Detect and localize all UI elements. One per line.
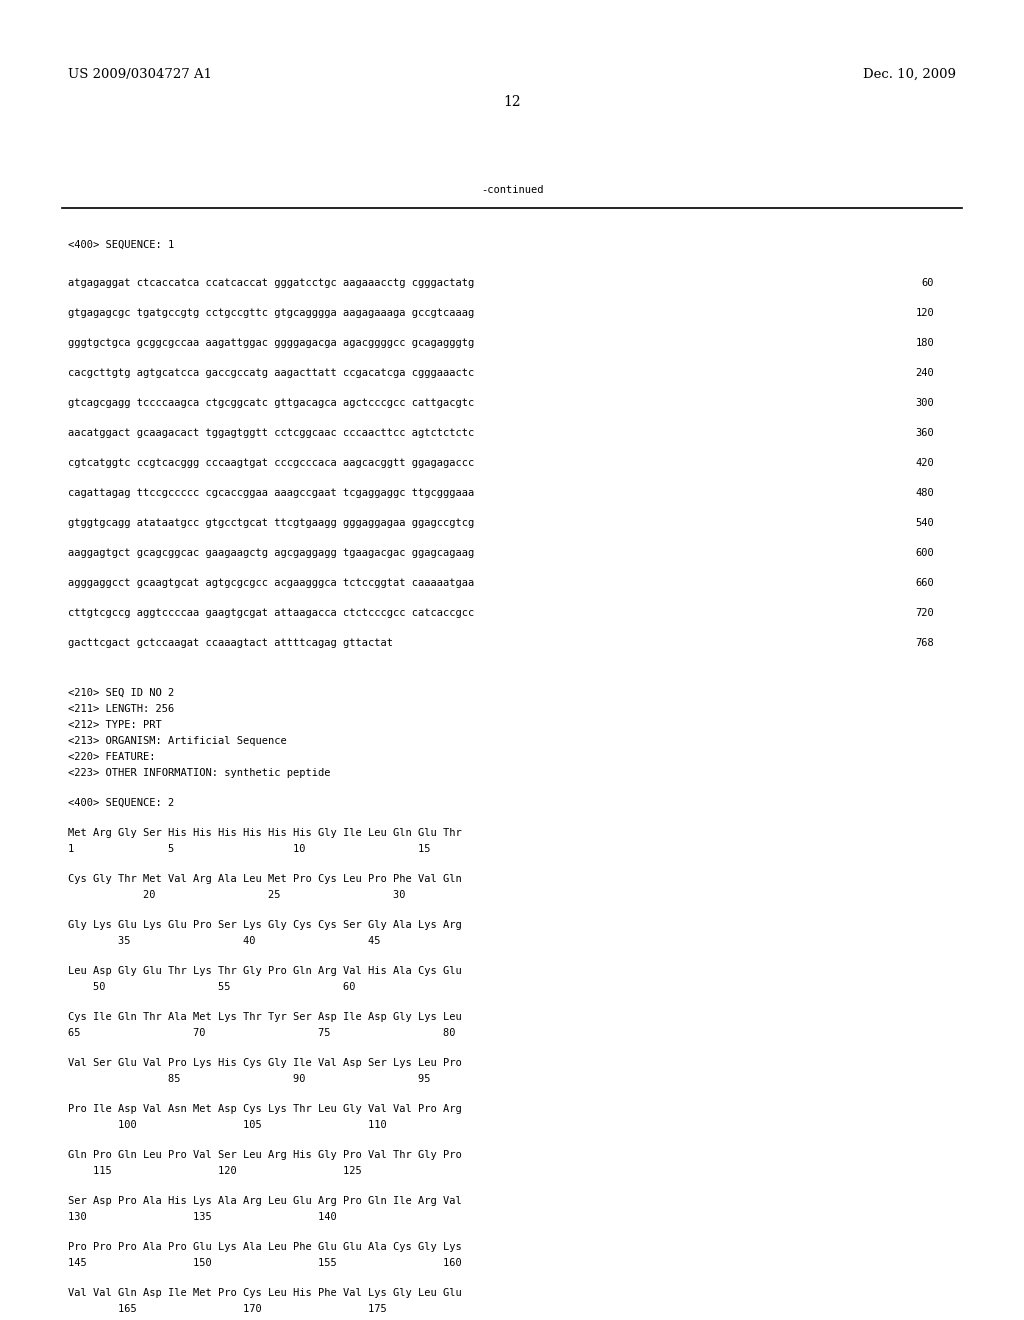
Text: Met Arg Gly Ser His His His His His His Gly Ile Leu Gln Glu Thr: Met Arg Gly Ser His His His His His His …	[68, 828, 462, 838]
Text: 130                 135                 140: 130 135 140	[68, 1212, 337, 1222]
Text: 240: 240	[915, 368, 934, 378]
Text: 660: 660	[915, 578, 934, 587]
Text: cacgcttgtg agtgcatcca gaccgccatg aagacttatt ccgacatcga cgggaaactc: cacgcttgtg agtgcatcca gaccgccatg aagactt…	[68, 368, 474, 378]
Text: 1               5                   10                  15: 1 5 10 15	[68, 843, 430, 854]
Text: 120: 120	[915, 308, 934, 318]
Text: 50                  55                  60: 50 55 60	[68, 982, 355, 993]
Text: cagattagag ttccgccccc cgcaccggaa aaagccgaat tcgaggaggc ttgcgggaaa: cagattagag ttccgccccc cgcaccggaa aaagccg…	[68, 488, 474, 498]
Text: 85                  90                  95: 85 90 95	[68, 1074, 430, 1084]
Text: gtgagagcgc tgatgccgtg cctgccgttc gtgcagggga aagagaaaga gccgtcaaag: gtgagagcgc tgatgccgtg cctgccgttc gtgcagg…	[68, 308, 474, 318]
Text: Gly Lys Glu Lys Glu Pro Ser Lys Gly Cys Cys Ser Gly Ala Lys Arg: Gly Lys Glu Lys Glu Pro Ser Lys Gly Cys …	[68, 920, 462, 931]
Text: <223> OTHER INFORMATION: synthetic peptide: <223> OTHER INFORMATION: synthetic pepti…	[68, 768, 331, 777]
Text: gtcagcgagg tccccaagca ctgcggcatc gttgacagca agctcccgcc cattgacgtc: gtcagcgagg tccccaagca ctgcggcatc gttgaca…	[68, 399, 474, 408]
Text: <213> ORGANISM: Artificial Sequence: <213> ORGANISM: Artificial Sequence	[68, 737, 287, 746]
Text: Leu Asp Gly Glu Thr Lys Thr Gly Pro Gln Arg Val His Ala Cys Glu: Leu Asp Gly Glu Thr Lys Thr Gly Pro Gln …	[68, 966, 462, 975]
Text: 480: 480	[915, 488, 934, 498]
Text: 600: 600	[915, 548, 934, 558]
Text: Cys Ile Gln Thr Ala Met Lys Thr Tyr Ser Asp Ile Asp Gly Lys Leu: Cys Ile Gln Thr Ala Met Lys Thr Tyr Ser …	[68, 1012, 462, 1022]
Text: Val Val Gln Asp Ile Met Pro Cys Leu His Phe Val Lys Gly Leu Glu: Val Val Gln Asp Ile Met Pro Cys Leu His …	[68, 1288, 462, 1298]
Text: aacatggact gcaagacact tggagtggtt cctcggcaac cccaacttcc agtctctctc: aacatggact gcaagacact tggagtggtt cctcggc…	[68, 428, 474, 438]
Text: 35                  40                  45: 35 40 45	[68, 936, 381, 946]
Text: -continued: -continued	[480, 185, 544, 195]
Text: <400> SEQUENCE: 2: <400> SEQUENCE: 2	[68, 799, 174, 808]
Text: 165                 170                 175: 165 170 175	[68, 1304, 387, 1313]
Text: gacttcgact gctccaagat ccaaagtact attttcagag gttactat: gacttcgact gctccaagat ccaaagtact attttca…	[68, 638, 393, 648]
Text: gggtgctgca gcggcgccaa aagattggac ggggagacga agacggggcc gcagagggtg: gggtgctgca gcggcgccaa aagattggac ggggaga…	[68, 338, 474, 348]
Text: 768: 768	[915, 638, 934, 648]
Text: US 2009/0304727 A1: US 2009/0304727 A1	[68, 69, 212, 81]
Text: 360: 360	[915, 428, 934, 438]
Text: 300: 300	[915, 399, 934, 408]
Text: atgagaggat ctcaccatca ccatcaccat gggatcctgc aagaaacctg cgggactatg: atgagaggat ctcaccatca ccatcaccat gggatcc…	[68, 279, 474, 288]
Text: 20                  25                  30: 20 25 30	[68, 890, 406, 900]
Text: <210> SEQ ID NO 2: <210> SEQ ID NO 2	[68, 688, 174, 698]
Text: Cys Gly Thr Met Val Arg Ala Leu Met Pro Cys Leu Pro Phe Val Gln: Cys Gly Thr Met Val Arg Ala Leu Met Pro …	[68, 874, 462, 884]
Text: Gln Pro Gln Leu Pro Val Ser Leu Arg His Gly Pro Val Thr Gly Pro: Gln Pro Gln Leu Pro Val Ser Leu Arg His …	[68, 1150, 462, 1160]
Text: 115                 120                 125: 115 120 125	[68, 1166, 361, 1176]
Text: 540: 540	[915, 517, 934, 528]
Text: <220> FEATURE:: <220> FEATURE:	[68, 752, 156, 762]
Text: 720: 720	[915, 609, 934, 618]
Text: Dec. 10, 2009: Dec. 10, 2009	[863, 69, 956, 81]
Text: 12: 12	[503, 95, 521, 110]
Text: Pro Pro Pro Ala Pro Glu Lys Ala Leu Phe Glu Glu Ala Cys Gly Lys: Pro Pro Pro Ala Pro Glu Lys Ala Leu Phe …	[68, 1242, 462, 1251]
Text: cttgtcgccg aggtccccaa gaagtgcgat attaagacca ctctcccgcc catcaccgcc: cttgtcgccg aggtccccaa gaagtgcgat attaaga…	[68, 609, 474, 618]
Text: Pro Ile Asp Val Asn Met Asp Cys Lys Thr Leu Gly Val Val Pro Arg: Pro Ile Asp Val Asn Met Asp Cys Lys Thr …	[68, 1104, 462, 1114]
Text: 60: 60	[922, 279, 934, 288]
Text: <211> LENGTH: 256: <211> LENGTH: 256	[68, 704, 174, 714]
Text: Val Ser Glu Val Pro Lys His Cys Gly Ile Val Asp Ser Lys Leu Pro: Val Ser Glu Val Pro Lys His Cys Gly Ile …	[68, 1059, 462, 1068]
Text: 145                 150                 155                 160: 145 150 155 160	[68, 1258, 462, 1269]
Text: gtggtgcagg atataatgcc gtgcctgcat ttcgtgaagg gggaggagaa ggagccgtcg: gtggtgcagg atataatgcc gtgcctgcat ttcgtga…	[68, 517, 474, 528]
Text: agggaggcct gcaagtgcat agtgcgcgcc acgaagggca tctccggtat caaaaatgaa: agggaggcct gcaagtgcat agtgcgcgcc acgaagg…	[68, 578, 474, 587]
Text: Ser Asp Pro Ala His Lys Ala Arg Leu Glu Arg Pro Gln Ile Arg Val: Ser Asp Pro Ala His Lys Ala Arg Leu Glu …	[68, 1196, 462, 1206]
Text: 100                 105                 110: 100 105 110	[68, 1119, 387, 1130]
Text: 420: 420	[915, 458, 934, 469]
Text: <212> TYPE: PRT: <212> TYPE: PRT	[68, 719, 162, 730]
Text: 180: 180	[915, 338, 934, 348]
Text: <400> SEQUENCE: 1: <400> SEQUENCE: 1	[68, 240, 174, 249]
Text: aaggagtgct gcagcggcac gaagaagctg agcgaggagg tgaagacgac ggagcagaag: aaggagtgct gcagcggcac gaagaagctg agcgagg…	[68, 548, 474, 558]
Text: cgtcatggtc ccgtcacggg cccaagtgat cccgcccaca aagcacggtt ggagagaccc: cgtcatggtc ccgtcacggg cccaagtgat cccgccc…	[68, 458, 474, 469]
Text: 65                  70                  75                  80: 65 70 75 80	[68, 1028, 456, 1038]
